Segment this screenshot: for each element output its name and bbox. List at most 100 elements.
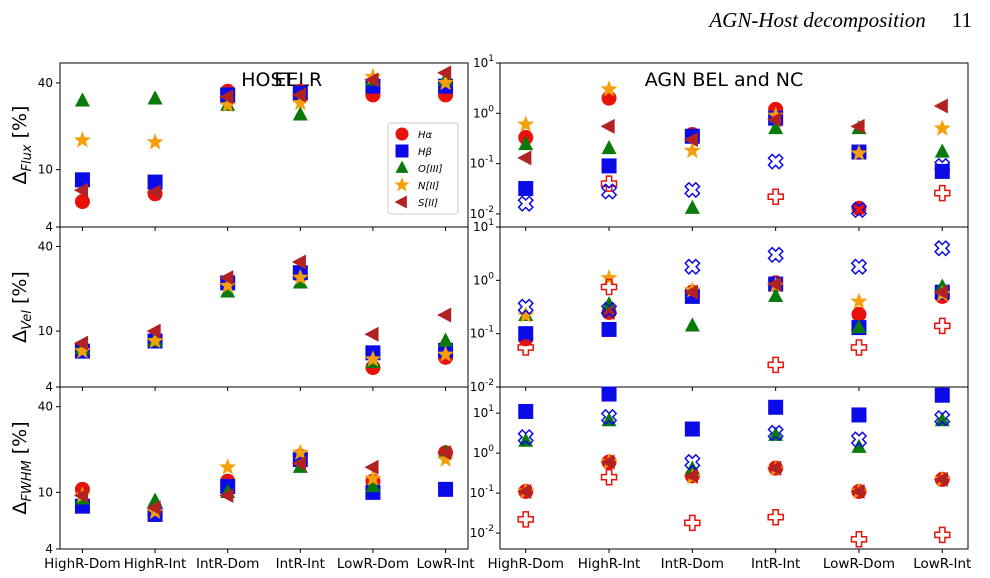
host-eelr-fwhm-point-s-ii xyxy=(437,445,452,461)
host-eelr-fwhm-point-o-iii xyxy=(365,477,381,493)
agn-bel-nc-fwhm-xtick-label: HighR-Int xyxy=(578,556,641,572)
agn-bel-nc-fwhm-point-h xyxy=(518,403,534,419)
host-eelr-fwhm-point-s-ii xyxy=(364,459,379,475)
host-eelr-fwhm-point-s-ii xyxy=(219,488,234,504)
host-eelr-flux-annotation-eelr: EELR xyxy=(274,69,322,91)
agn-bel-nc-flux-point-h-bel xyxy=(600,183,618,200)
agn-bel-nc-fwhm-point-h xyxy=(601,386,617,402)
host-eelr-fwhm-xtick-label: LowR-Dom xyxy=(337,556,409,572)
host-eelr-vel-point-n-ii xyxy=(291,268,309,285)
agn-bel-nc-flux-point-h-bel xyxy=(517,195,534,212)
host-eelr-flux-ytick-label: 10 xyxy=(38,163,53,177)
agn-bel-nc-flux-point-n-ii xyxy=(767,106,785,123)
agn-bel-nc-flux-point-n-ii xyxy=(850,144,868,161)
agn-bel-nc-flux-point-s-ii xyxy=(600,118,615,134)
agn-bel-nc-vel-point-h xyxy=(601,321,617,337)
host-eelr-flux-legend-marker-s-ii xyxy=(394,195,407,209)
host-eelr-fwhm-xtick-label: HighR-Int xyxy=(124,556,187,572)
agn-bel-nc-flux-ytick-label: 10-1 xyxy=(470,155,494,171)
host-eelr-fwhm-point-n-ii xyxy=(437,450,455,467)
agn-bel-nc-vel-point-h-bel xyxy=(600,278,618,296)
agn-bel-nc-fwhm-point-h-bel xyxy=(850,431,868,448)
agn-bel-nc-vel-point-n-ii xyxy=(850,292,868,309)
agn-bel-nc-fwhm-point-h-bel xyxy=(600,468,618,486)
host-eelr-flux-legend-marker-h xyxy=(395,144,409,158)
agn-bel-nc-flux-point-h xyxy=(934,163,950,179)
host-eelr-vel-point-n-ii xyxy=(219,276,237,294)
agn-bel-nc-flux-point-s-ii xyxy=(767,112,782,128)
agn-bel-nc-fwhm-point-h-bel xyxy=(517,428,534,446)
host-eelr-flux-point-n-ii xyxy=(291,94,309,111)
agn-bel-nc-fwhm-ytick-label: 10-2 xyxy=(470,524,494,540)
agn-bel-nc-vel-point-h-bel xyxy=(600,301,618,319)
agn-bel-nc-fwhm-xtick-label: IntR-Dom xyxy=(661,556,724,572)
agn-bel-nc-fwhm-point-h-bel xyxy=(684,453,701,471)
host-eelr-flux-ytick-label: 4 xyxy=(45,220,53,234)
agn-bel-nc-vel-point-h-bel xyxy=(934,317,951,335)
agn-bel-nc-fwhm-point-h-bel xyxy=(517,511,534,528)
agn-bel-nc-fwhm-point-s-ii xyxy=(600,454,615,470)
agn-bel-nc-vel-ytick-label: 10-1 xyxy=(470,325,494,341)
host-eelr-fwhm-point-s-ii xyxy=(146,500,161,516)
host-eelr-flux-point-h xyxy=(74,172,90,188)
host-eelr-flux-legend-marker-h xyxy=(395,127,409,141)
host-eelr-vel-point-s-ii xyxy=(146,323,161,339)
agn-bel-nc-vel-point-h-bel xyxy=(684,258,701,275)
agn-bel-nc-vel-point-h-bel xyxy=(517,339,534,356)
host-eelr-vel-point-s-ii xyxy=(291,254,306,270)
agn-bel-nc-fwhm-point-h-bel xyxy=(934,526,951,544)
host-eelr-flux-legend-marker-o-iii xyxy=(395,160,409,173)
agn-bel-nc-vel-point-s-ii xyxy=(683,284,698,300)
agn-bel-nc-fwhm-point-o-iii xyxy=(601,412,617,427)
agn-bel-nc-vel-point-o-iii xyxy=(851,319,867,334)
host-eelr-vel-ytick-label: 4 xyxy=(45,380,53,394)
agn-bel-nc-flux-point-h-bel xyxy=(934,184,951,202)
host-eelr-vel-point-n-ii xyxy=(146,332,164,349)
host-eelr-flux-point-n-ii xyxy=(437,73,455,91)
agn-bel-nc-fwhm-point-h-bel xyxy=(767,424,784,442)
host-eelr-vel-point-n-ii xyxy=(437,345,455,362)
host-eelr-fwhm-xtick-label: HighR-Dom xyxy=(44,556,121,572)
agn-bel-nc-fwhm-point-s-ii xyxy=(933,471,948,487)
agn-bel-nc-flux-point-h xyxy=(601,158,617,174)
host-eelr-flux-legend-label: O[III] xyxy=(418,164,443,175)
host-eelr-vel-point-o-iii xyxy=(292,274,308,289)
host-eelr-flux-legend-label: S[II] xyxy=(418,198,438,209)
agn-bel-nc-flux-point-n-ii xyxy=(933,119,951,136)
agn-bel-nc-flux-point-o-iii xyxy=(684,199,700,214)
host-eelr-flux-point-n-ii xyxy=(219,96,237,113)
host-eelr-vel-ytick-label: 10 xyxy=(38,324,53,338)
host-eelr-flux-legend-label: Hβ xyxy=(418,147,433,158)
agn-bel-nc-fwhm-point-h-bel xyxy=(767,508,784,526)
host-eelr-flux-legend-marker-n-ii xyxy=(394,177,410,192)
agn-bel-nc-fwhm-xtick-label: LowR-Dom xyxy=(823,556,895,572)
agn-bel-nc-vel-point-h xyxy=(851,306,867,322)
host-eelr-fwhm-ytick-label: 4 xyxy=(45,542,53,556)
agn-bel-nc-vel-point-h-bel xyxy=(850,339,868,356)
host-eelr-flux-point-o-iii xyxy=(74,92,90,107)
agn-bel-nc-flux-point-s-ii xyxy=(683,132,698,148)
agn-bel-nc-vel-point-n-ii xyxy=(517,306,535,323)
agn-bel-nc-fwhm-point-o-iii xyxy=(934,412,950,427)
agn-bel-nc-flux-point-o-iii xyxy=(601,139,617,155)
agn-bel-nc-fwhm-point-h-bel xyxy=(850,531,868,548)
host-eelr-vel-point-s-ii xyxy=(364,326,379,342)
host-eelr-fwhm-point-h xyxy=(438,481,454,497)
agn-bel-nc-fwhm-ytick-label: 10-1 xyxy=(470,484,494,500)
agn-bel-nc-flux-ytick-label: 101 xyxy=(473,54,494,70)
host-eelr-vel-point-n-ii xyxy=(73,342,91,359)
host-eelr-vel-point-s-ii xyxy=(437,307,452,323)
agn-bel-nc-vel-ytick-label: 10-2 xyxy=(470,378,494,394)
agn-bel-nc-fwhm-point-s-ii xyxy=(683,468,698,484)
host-eelr-flux-point-s-ii xyxy=(364,72,379,88)
host-eelr-fwhm-xtick-label: IntR-Dom xyxy=(196,556,259,572)
host-eelr-fwhm-ytick-label: 40 xyxy=(38,400,53,414)
agn-bel-nc-flux-point-o-iii xyxy=(934,143,950,158)
host-eelr-vel-point-s-ii xyxy=(73,335,89,351)
agn-bel-nc-flux-point-o-iii xyxy=(518,135,534,151)
host-eelr-flux-point-n-ii xyxy=(146,133,164,150)
agn-bel-nc-fwhm-ytick-label: 101 xyxy=(473,404,494,420)
agn-bel-nc-fwhm-xtick-label: HighR-Dom xyxy=(487,556,564,572)
agn-bel-nc-flux-point-s-ii xyxy=(517,150,532,166)
